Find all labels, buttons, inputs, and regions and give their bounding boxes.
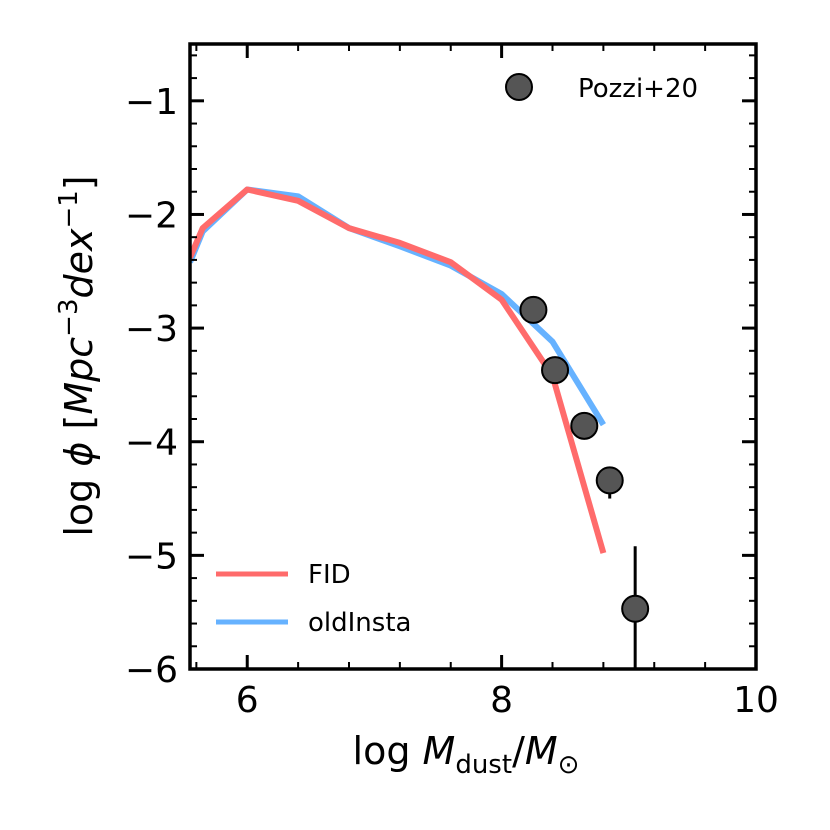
x-tick-label: 8 (490, 680, 513, 721)
x-axis-title: log Mdust/M⊙ (353, 729, 580, 780)
tick-labels: 6 8 10 −1 −2 −3 −4 −5 −6 (125, 82, 779, 721)
obs-point (570, 411, 599, 440)
legend-fid-label: FID (308, 560, 351, 590)
y-tick-label: −4 (125, 423, 178, 464)
y-tick-label: −2 (125, 195, 178, 236)
legend-oldinsta-label: oldInsta (308, 608, 411, 638)
y-tick-label: −5 (125, 536, 178, 577)
y-tick-label: −3 (125, 309, 178, 350)
obs-point (595, 466, 624, 495)
y-tick-label: −6 (125, 650, 178, 691)
x-tick-label: 10 (733, 680, 779, 721)
plot-frame (188, 42, 758, 671)
obs-point (541, 356, 570, 385)
y-tick-label: −1 (125, 82, 178, 123)
legend-models: FID oldInsta (216, 560, 411, 638)
y-axis-title: log ϕ [Mpc−3dex−1] (54, 175, 101, 536)
legend-obs-label: Pozzi+20 (578, 74, 698, 104)
legend-observations: Pozzi+20 (505, 73, 698, 104)
plot-data-layer (190, 186, 650, 669)
obs-point (621, 594, 650, 623)
x-tick-label: 6 (236, 680, 259, 721)
series-fid-line (190, 186, 607, 554)
obs-point (519, 295, 548, 324)
legend-obs-marker (505, 73, 533, 101)
